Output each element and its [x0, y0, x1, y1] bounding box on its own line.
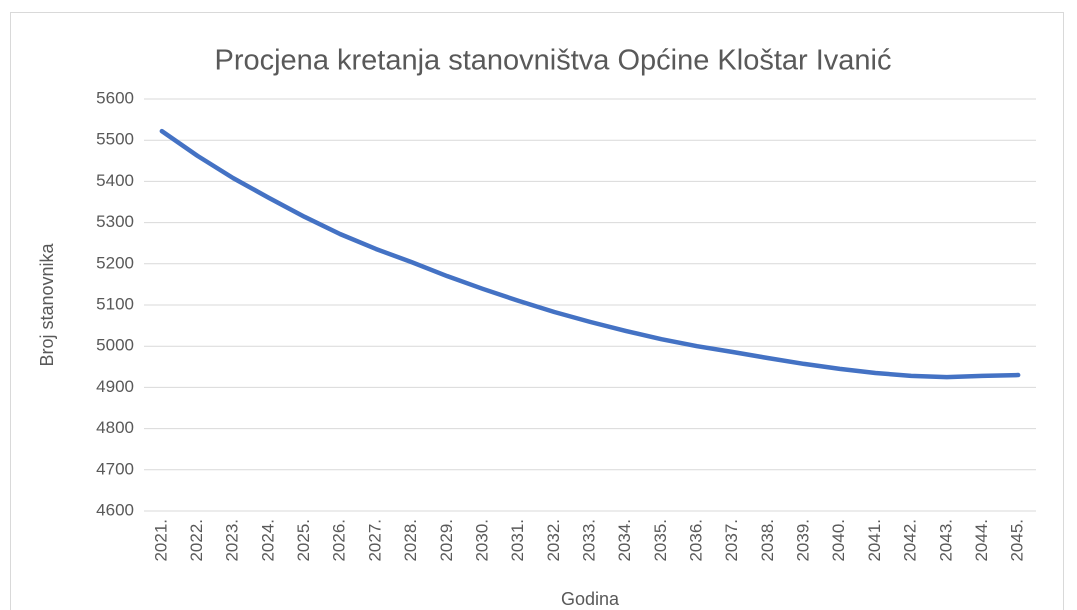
x-tick-label: 2036. [687, 519, 706, 562]
x-tick-label: 2037. [722, 519, 741, 562]
chart-border [10, 12, 1064, 610]
x-tick-label: 2023. [223, 519, 242, 562]
x-tick-label: 2024. [258, 519, 277, 562]
x-tick-label: 2030. [472, 519, 491, 562]
x-tick-label: 2031. [508, 519, 527, 562]
y-tick-label: 5200 [96, 253, 134, 272]
x-tick-label: 2039. [794, 519, 813, 562]
x-axis-label: Godina [561, 589, 620, 609]
x-tick-label: 2032. [544, 519, 563, 562]
x-tick-label: 2027. [365, 519, 384, 562]
y-tick-label: 4900 [96, 377, 134, 396]
x-tick-label: 2028. [401, 519, 420, 562]
x-tick-label: 2021. [151, 519, 170, 562]
x-tick-label: 2033. [579, 519, 598, 562]
x-tick-label: 2041. [865, 519, 884, 562]
y-tick-label: 5100 [96, 294, 134, 313]
line-series [159, 128, 1021, 380]
x-tick-label: 2026. [330, 519, 349, 562]
x-tick-label: 2029. [437, 519, 456, 562]
y-tick-label: 4800 [96, 418, 134, 437]
chart-title: Procjena kretanja stanovništva Općine Kl… [214, 45, 891, 77]
x-tick-label: 2034. [615, 519, 634, 562]
x-tick-label: 2042. [901, 519, 920, 562]
y-tick-label: 5300 [96, 212, 134, 231]
x-tick-label: 2040. [829, 519, 848, 562]
y-tick-label: 4600 [96, 500, 134, 519]
x-tick-label: 2025. [294, 519, 313, 562]
x-tick-label: 2044. [972, 519, 991, 562]
y-tick-label: 5500 [96, 130, 134, 149]
x-tick-label: 2035. [651, 519, 670, 562]
y-axis-label: Broj stanovnika [37, 242, 57, 366]
y-tick-label: 4700 [96, 459, 134, 478]
x-tick-label: 2043. [936, 519, 955, 562]
x-tick-label: 2022. [187, 519, 206, 562]
y-tick-label: 5000 [96, 336, 134, 355]
x-tick-label: 2045. [1008, 519, 1027, 562]
y-tick-label: 5400 [96, 171, 134, 190]
y-tick-label: 5600 [96, 88, 134, 107]
x-tick-label: 2038. [758, 519, 777, 562]
